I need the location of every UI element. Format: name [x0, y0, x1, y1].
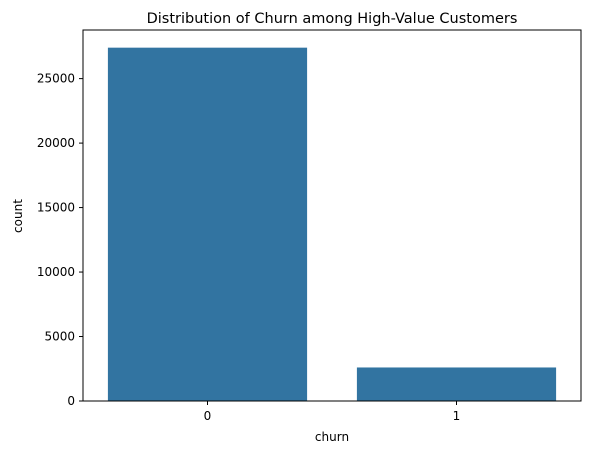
- bar-0: [107, 47, 308, 402]
- y-tick-label: 20000: [37, 136, 75, 150]
- y-tick-label: 10000: [37, 265, 75, 279]
- y-axis: 0 5000 10000 15000 20000 25000: [37, 72, 83, 408]
- y-tick-label: 15000: [37, 201, 75, 215]
- y-tick-label: 0: [67, 394, 75, 408]
- x-tick-label: 1: [453, 409, 461, 423]
- y-axis-label: count: [11, 199, 25, 233]
- bars-group: [107, 47, 557, 402]
- bar-1: [356, 367, 557, 401]
- chart-title: Distribution of Churn among High-Value C…: [147, 11, 518, 27]
- x-tick-label: 0: [204, 409, 212, 423]
- x-axis-label: churn: [315, 430, 349, 444]
- y-tick-label: 5000: [44, 330, 75, 344]
- plot-frame: [82, 29, 582, 402]
- y-tick-label: 25000: [37, 72, 75, 86]
